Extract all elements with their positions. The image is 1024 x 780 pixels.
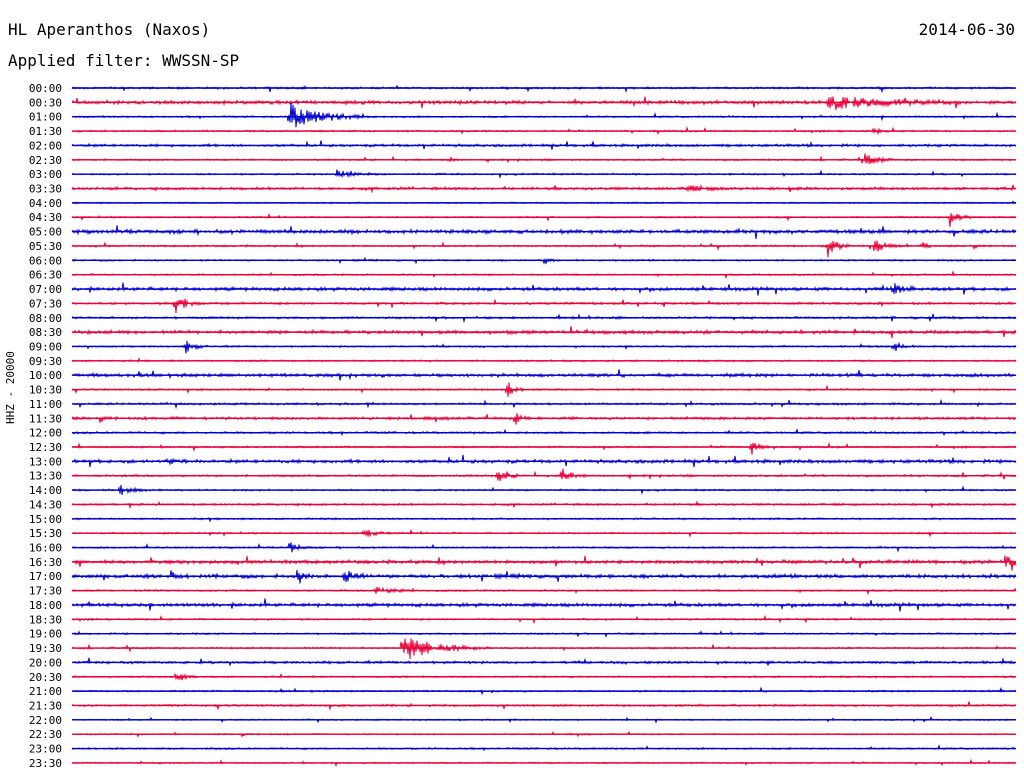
- trace-time-label: 08:00: [29, 312, 62, 325]
- trace-line: [71, 96, 1017, 110]
- trace-time-label: 04:30: [29, 211, 62, 224]
- trace-time-label: 10:00: [29, 369, 62, 382]
- trace-time-label: 09:00: [29, 340, 62, 353]
- trace-time-label: 00:00: [29, 82, 62, 95]
- trace-time-label: 03:30: [29, 183, 62, 196]
- trace-time-label: 12:00: [29, 427, 62, 440]
- trace-time-label: 23:30: [29, 757, 62, 770]
- trace-time-label: 05:30: [29, 240, 62, 253]
- filter-label: Applied filter: WWSSN-SP: [8, 51, 240, 70]
- trace-time-label: 07:00: [29, 283, 62, 296]
- trace-time-label: 17:30: [29, 585, 62, 598]
- trace-time-label: 14:00: [29, 484, 62, 497]
- trace-time-label: 07:30: [29, 297, 62, 310]
- trace-time-label: 04:00: [29, 197, 62, 210]
- trace-time-label: 22:00: [29, 714, 62, 727]
- trace-time-label: 12:30: [29, 441, 62, 454]
- trace-line: [71, 298, 1017, 314]
- trace-time-label: 13:00: [29, 455, 62, 468]
- trace-line: [71, 153, 1017, 165]
- station-title: HL Aperanthos (Naxos): [8, 20, 211, 39]
- trace-time-label: 15:00: [29, 513, 62, 526]
- trace-time-label: 16:00: [29, 542, 62, 555]
- trace-line: [71, 555, 1017, 571]
- date-label: 2014-06-30: [918, 20, 1015, 39]
- trace-time-label: 01:00: [29, 111, 62, 124]
- trace-line: [71, 102, 1017, 128]
- trace-time-label: 20:00: [29, 656, 62, 669]
- trace-line: [71, 84, 1017, 94]
- trace-time-label: 21:30: [29, 699, 62, 712]
- trace-time-label: 08:30: [29, 326, 62, 339]
- trace-time-label: 19:00: [29, 628, 62, 641]
- trace-time-label: 02:30: [29, 154, 62, 167]
- trace-time-label: 10:30: [29, 384, 62, 397]
- trace-time-label: 21:00: [29, 685, 62, 698]
- trace-time-label: 03:00: [29, 168, 62, 181]
- trace-line: [71, 240, 1017, 258]
- trace-time-label: 16:30: [29, 556, 62, 569]
- trace-time-label: 17:00: [29, 570, 62, 583]
- trace-time-label: 02:00: [29, 139, 62, 152]
- trace-time-label: 18:00: [29, 599, 62, 612]
- trace-time-label: 15:30: [29, 527, 62, 540]
- trace-line: [71, 441, 1017, 455]
- trace-time-label: 13:30: [29, 470, 62, 483]
- trace-time-label: 05:00: [29, 226, 62, 239]
- trace-time-label: 20:30: [29, 671, 62, 684]
- trace-time-label: 01:30: [29, 125, 62, 138]
- trace-line: [71, 468, 1017, 481]
- trace-time-label: 06:30: [29, 269, 62, 282]
- trace-time-label: 11:00: [29, 398, 62, 411]
- trace-line: [71, 213, 1017, 227]
- trace-time-label: 14:30: [29, 498, 62, 511]
- trace-line: [71, 169, 1017, 179]
- trace-time-label: 11:30: [29, 412, 62, 425]
- trace-time-label: 23:00: [29, 743, 62, 756]
- trace-time-label: 00:30: [29, 96, 62, 109]
- trace-time-label: 09:30: [29, 355, 62, 368]
- trace-time-label: 18:30: [29, 613, 62, 626]
- trace-time-label: 19:30: [29, 642, 62, 655]
- trace-time-label: 22:30: [29, 728, 62, 741]
- trace-time-label: 06:00: [29, 254, 62, 267]
